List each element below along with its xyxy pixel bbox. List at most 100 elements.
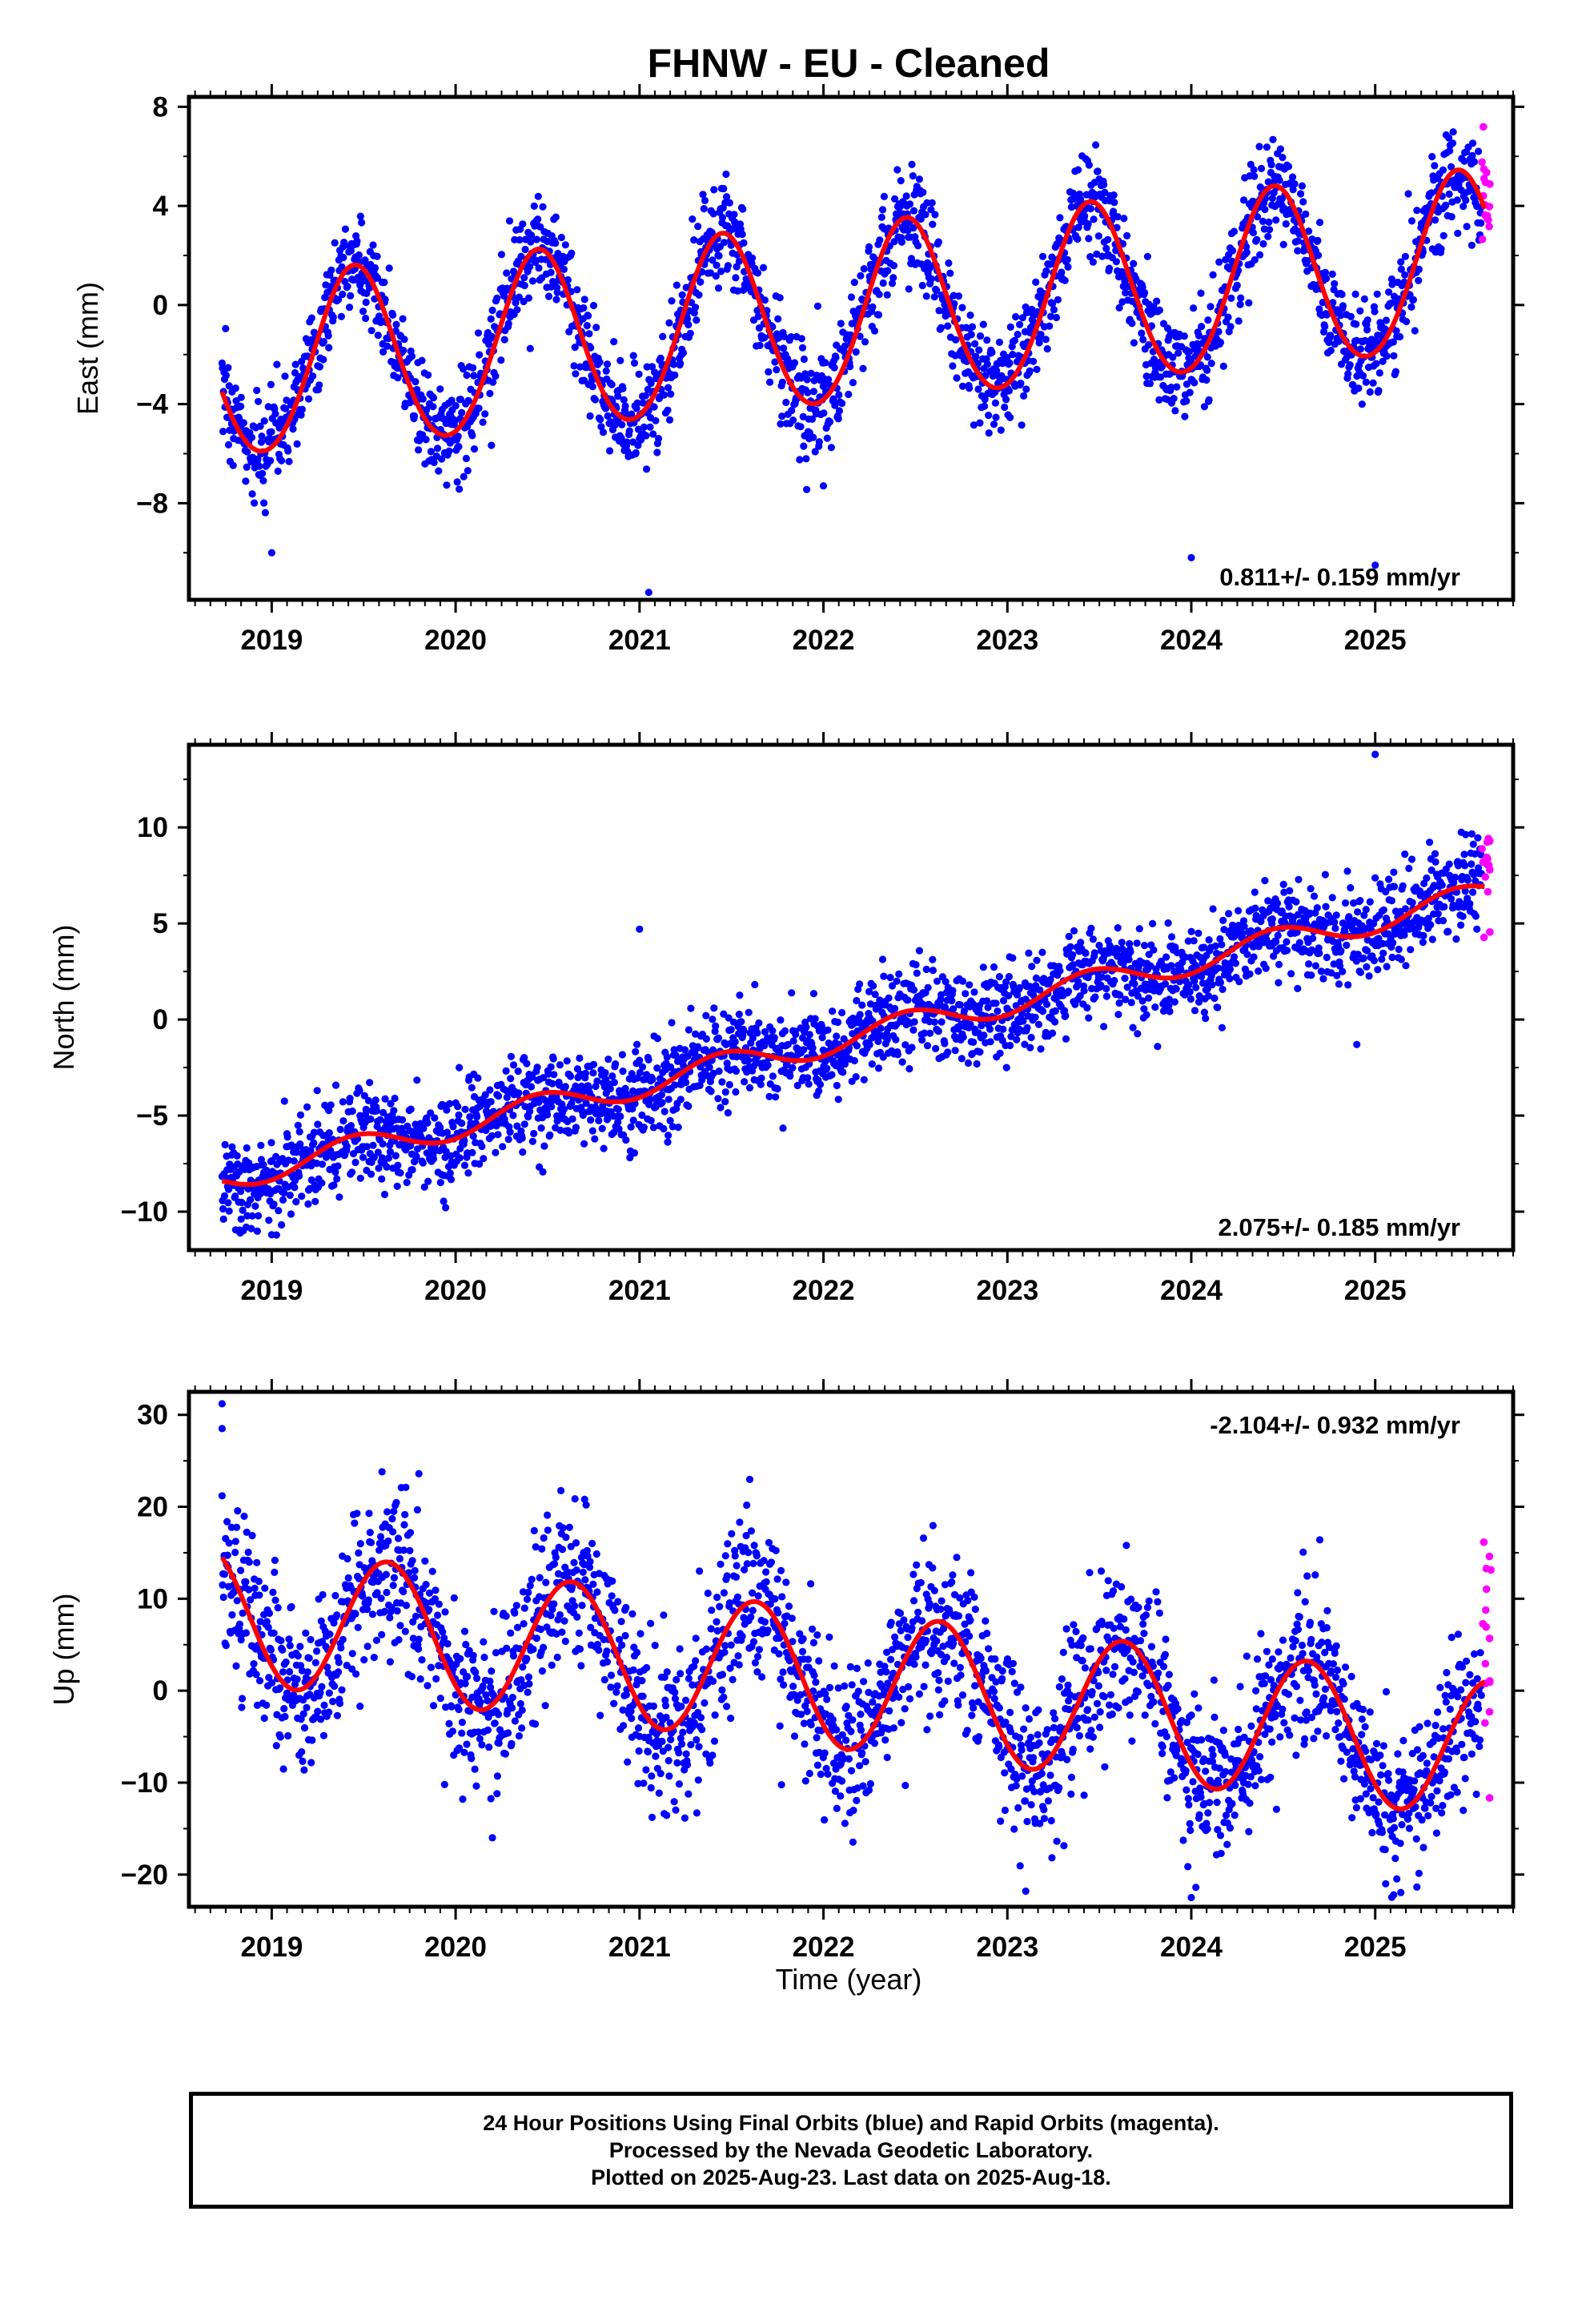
east-point (629, 352, 637, 360)
north-point (1150, 946, 1158, 954)
east-point (284, 447, 292, 455)
north-point (915, 947, 923, 955)
north-outlier-point (1371, 750, 1379, 758)
east-point (699, 191, 707, 199)
north-point (1091, 993, 1099, 1001)
east-point (845, 390, 853, 399)
north-point (757, 1080, 765, 1088)
north-point (363, 1143, 371, 1151)
east-point (1001, 403, 1009, 412)
east-point (319, 356, 327, 364)
east-point (1037, 331, 1045, 339)
east-point (229, 461, 237, 469)
north-rapid-point (1484, 887, 1492, 896)
east-point (1094, 167, 1102, 175)
north-point (1038, 948, 1046, 956)
north-point (773, 1084, 781, 1093)
east-point (778, 412, 786, 420)
east-point (649, 430, 657, 438)
north-point (1319, 975, 1327, 983)
east-point (1182, 397, 1191, 405)
up-point (271, 1596, 279, 1604)
east-point (1016, 320, 1024, 328)
north-point (786, 1072, 794, 1080)
up-point (280, 1705, 288, 1713)
east-point (857, 271, 865, 279)
east-point (385, 264, 393, 272)
north-point (221, 1140, 229, 1148)
east-point (416, 436, 424, 444)
north-point (1363, 963, 1371, 971)
north-point (636, 1056, 644, 1064)
east-point (834, 415, 842, 423)
north-point (374, 1148, 382, 1156)
east-point (838, 400, 846, 408)
north-point (446, 1169, 454, 1177)
north-point (220, 1192, 229, 1200)
east-point (616, 356, 624, 364)
north-point (1027, 1033, 1035, 1042)
east-point (1251, 172, 1259, 180)
north-point (1056, 967, 1064, 975)
north-point (549, 1055, 557, 1063)
north-point (379, 1140, 387, 1148)
north-point (259, 1160, 267, 1168)
east-point (983, 336, 991, 344)
north-point (1172, 985, 1180, 993)
east-point (771, 358, 779, 366)
north-point (632, 1047, 640, 1055)
east-point (823, 434, 831, 442)
north-point (419, 1159, 427, 1167)
east-point (589, 301, 598, 310)
north-point (443, 1106, 451, 1114)
east-x-tick-label: 2020 (424, 625, 487, 656)
up-point (252, 1671, 260, 1679)
east-point (1279, 154, 1287, 162)
east-point (1391, 368, 1399, 376)
east-point (1171, 407, 1179, 415)
north-point (1235, 978, 1243, 986)
north-point (563, 1057, 571, 1065)
east-point (966, 384, 974, 392)
north-point (1130, 979, 1138, 988)
east-point (560, 265, 568, 273)
east-point (1453, 196, 1461, 204)
east-point (1328, 270, 1336, 278)
east-point (486, 389, 494, 397)
east-point (1437, 245, 1445, 253)
east-point (976, 332, 985, 340)
east-point (679, 349, 688, 357)
east-point (553, 288, 561, 296)
east-point (273, 360, 281, 368)
east-point (1128, 320, 1136, 328)
east-point (343, 283, 351, 291)
east-point (464, 397, 473, 405)
east-point (1227, 323, 1235, 331)
east-point (1255, 143, 1263, 151)
east-point (1035, 339, 1043, 347)
north-point (1167, 933, 1176, 941)
north-point (860, 1076, 868, 1084)
north-point (789, 1037, 797, 1045)
north-point (348, 1107, 356, 1116)
north-point (912, 961, 920, 969)
north-point (922, 965, 930, 974)
east-point (830, 364, 838, 372)
north-point (1043, 1000, 1051, 1008)
north-point (804, 1074, 812, 1082)
north-point (1005, 973, 1013, 981)
east-point (1266, 226, 1274, 234)
east-point (979, 320, 987, 328)
east-point (1282, 220, 1290, 228)
north-point (376, 1116, 384, 1124)
east-point (573, 286, 581, 294)
east-point (588, 383, 596, 391)
east-point (1139, 336, 1147, 344)
east-point (1110, 207, 1118, 215)
east-point (897, 177, 905, 185)
east-point (1224, 313, 1232, 321)
up-point (222, 1642, 230, 1650)
east-point (1397, 265, 1405, 273)
north-point (610, 1079, 618, 1087)
up-point (235, 1620, 243, 1628)
